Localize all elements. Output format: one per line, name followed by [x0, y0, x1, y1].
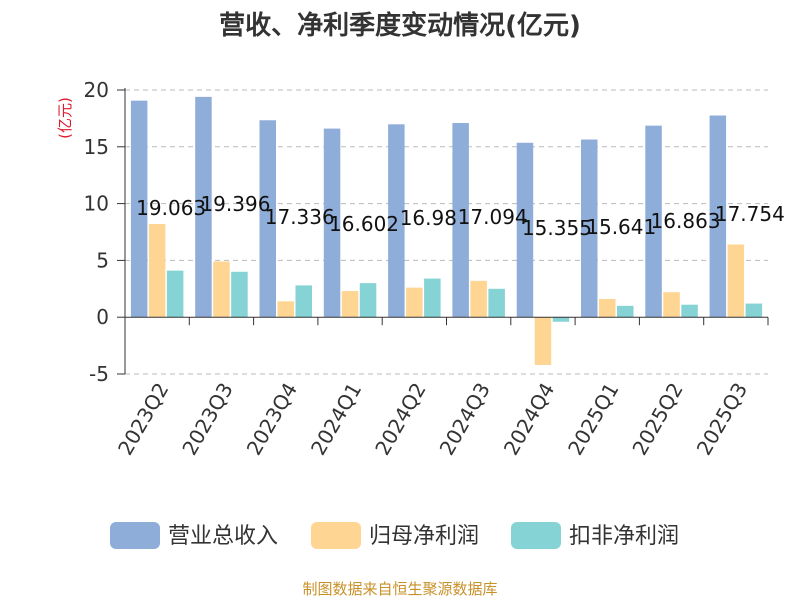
- data-label-2023Q4: 17.336: [265, 205, 335, 229]
- bar-扣非净利润-2025Q1: [617, 305, 634, 318]
- x-tick-label-2023Q3: 2023Q3: [177, 379, 237, 460]
- bar-营业总收入-2025Q3: [709, 115, 727, 318]
- x-axis: 2023Q2 2023Q3 2023Q4 2024Q1 2024Q2 2024Q3 2024…: [113, 316, 769, 460]
- y-tick-label-15: 15: [84, 135, 109, 159]
- y-tick-label-0: 0: [96, 305, 109, 329]
- bar-归母净利润-2025Q2: [663, 292, 680, 318]
- bar-营业总收入-2024Q2: [388, 124, 405, 318]
- bar-归母净利润-2023Q4: [277, 301, 294, 318]
- data-label-2023Q3: 19.396: [200, 192, 270, 216]
- data-label-2025Q2: 16.863: [651, 209, 721, 233]
- bar-扣非净利润-2024Q2: [424, 278, 441, 318]
- bar-营业总收入-2023Q2: [130, 100, 148, 318]
- legend-label-归母净利润: 归母净利润: [369, 524, 479, 549]
- data-label-2024Q3: 17.094: [458, 205, 528, 229]
- legend-label-扣非净利润: 扣非净利润: [569, 524, 679, 549]
- y-tick-label-20: 20: [84, 78, 109, 102]
- bar-扣非净利润-2023Q4: [295, 285, 312, 318]
- bar-归母净利润-2024Q4: [534, 317, 552, 365]
- legend-swatch-营业总收入: [110, 522, 160, 549]
- legend-swatch-扣非净利润: [511, 522, 561, 549]
- legend: 营业总收入 归母净利润 扣非净利润: [110, 522, 679, 549]
- bar-扣非净利润-2024Q3: [488, 288, 505, 318]
- bar-归母净利润-2023Q3: [213, 261, 230, 318]
- bar-扣非净利润-2023Q3: [231, 271, 248, 318]
- y-tick-label-5: 5: [96, 248, 109, 272]
- x-tick-label-2024Q2: 2024Q2: [370, 379, 430, 460]
- chart-title: 营收、净利季度变动情况(亿元): [219, 10, 581, 41]
- bar-扣非净利润-2025Q3: [745, 303, 763, 318]
- legend-label-营业总收入: 营业总收入: [168, 524, 278, 549]
- x-tick-label-2024Q4: 2024Q4: [499, 379, 559, 460]
- y-tick-label--5: -5: [89, 362, 109, 386]
- bar-营业总收入-2025Q2: [645, 125, 662, 318]
- bar-营业总收入-2024Q1: [323, 128, 341, 318]
- data-label-2024Q1: 16.602: [329, 212, 399, 236]
- bar-扣非净利润-2023Q2: [166, 270, 184, 318]
- x-tick-label-2025Q3: 2025Q3: [692, 379, 752, 460]
- bar-扣非净利润-2024Q4: [552, 317, 570, 322]
- bar-扣非净利润-2025Q2: [681, 304, 698, 318]
- x-tick-label-2023Q2: 2023Q2: [113, 379, 173, 460]
- bar-营业总收入-2023Q3: [195, 96, 212, 318]
- bar-归母净利润-2023Q2: [148, 224, 166, 318]
- legend-swatch-归母净利润: [311, 522, 361, 549]
- x-tick-label-2024Q3: 2024Q3: [435, 379, 495, 460]
- x-tick-label-2025Q2: 2025Q2: [627, 379, 687, 460]
- data-label-2024Q2: 16.98: [400, 206, 457, 230]
- bar-归母净利润-2025Q1: [599, 299, 616, 318]
- bar-营业总收入-2024Q4: [516, 142, 534, 318]
- data-label-2025Q1: 15.641: [586, 215, 656, 239]
- bar-营业总收入-2024Q3: [452, 123, 469, 318]
- bar-归母净利润-2024Q3: [470, 280, 487, 318]
- bar-归母净利润-2025Q3: [727, 244, 745, 318]
- data-label-2025Q3: 17.754: [715, 202, 785, 226]
- y-axis: -5 0 5 10 15 20: [84, 78, 126, 386]
- bar-营业总收入-2023Q4: [259, 120, 276, 318]
- data-label-2024Q4: 15.355: [522, 216, 592, 240]
- y-axis-label: (亿元): [56, 97, 74, 139]
- x-tick-label-2023Q4: 2023Q4: [242, 379, 302, 460]
- source-text: 制图数据来自恒生聚源数据库: [302, 580, 497, 598]
- data-label-2023Q2: 19.063: [136, 196, 206, 220]
- y-tick-label-10: 10: [84, 192, 109, 216]
- bar-扣非净利润-2024Q1: [359, 283, 377, 318]
- bar-归母净利润-2024Q1: [341, 291, 359, 318]
- x-tick-label-2024Q1: 2024Q1: [306, 379, 366, 460]
- bar-归母净利润-2024Q2: [406, 287, 423, 318]
- bar-营业总收入-2025Q1: [581, 139, 598, 318]
- x-tick-label-2025Q1: 2025Q1: [563, 379, 623, 460]
- bars: [130, 96, 763, 365]
